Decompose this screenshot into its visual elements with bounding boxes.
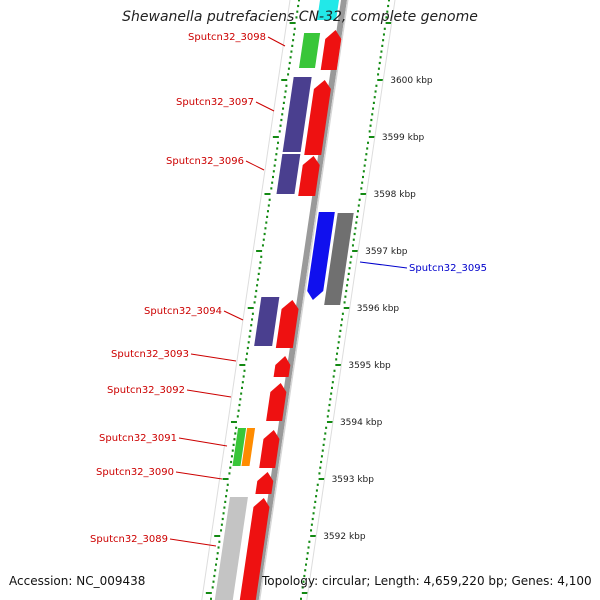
gene-block-3097-cog: [282, 77, 312, 152]
gene-label[interactable]: Sputcn32_3089: [90, 534, 168, 545]
gene-labels: Sputcn32_3098 Sputcn32_3097 Sputcn32_3096 S…: [90, 32, 487, 547]
outer-guide-line: [306, 0, 396, 600]
gene-block-3091-red: [259, 430, 280, 468]
gene-label[interactable]: Sputcn32_3098: [188, 32, 266, 43]
tick-label: 3597 kbp: [365, 247, 408, 257]
gene-label-leader: [267, 36, 286, 47]
tick-label: 3593 kbp: [332, 475, 375, 485]
genome-title: Shewanella putrefaciens CN-32, complete …: [122, 9, 478, 25]
gene-label[interactable]: Sputcn32_3091: [99, 433, 177, 444]
gene-label[interactable]: Sputcn32_3094: [144, 306, 222, 317]
gene-label[interactable]: Sputcn32_3092: [107, 385, 185, 396]
gene-block-3095-blue: [307, 212, 335, 300]
tick-label: 3598 kbp: [373, 190, 416, 200]
gene-block-3094-red: [275, 300, 299, 348]
tick-label: 3595 kbp: [348, 361, 391, 371]
gene-block-3096-cog: [276, 154, 301, 194]
gene-label[interactable]: Sputcn32_3095: [409, 263, 487, 274]
accession-text: Accession: NC_009438: [9, 574, 146, 588]
gene-block-3097-red: [304, 80, 331, 155]
gene-block-3094-cog: [254, 297, 280, 346]
gene-label[interactable]: Sputcn32_3097: [176, 97, 254, 108]
gene-label-leader: [359, 261, 408, 269]
gene-label-leader: [169, 538, 217, 547]
gene-label-leader: [178, 437, 228, 447]
tick-label: 3599 kbp: [382, 133, 425, 143]
gene-label[interactable]: Sputcn32_3096: [166, 156, 244, 167]
gene-label-leader: [255, 101, 275, 112]
gene-features: [214, 0, 354, 600]
gene-label-leader: [186, 389, 232, 398]
kbp-ruler: 3600 kbp 3599 kbp 3598 kbp 3597 kbp 3596 kbp…: [205, 0, 433, 600]
gene-label[interactable]: Sputcn32_3093: [111, 349, 189, 360]
backbone-highlight: [258, 0, 349, 600]
gene-block-3098-red: [320, 30, 342, 70]
genome-summary-text: Topology: circular; Length: 4,659,220 bp…: [262, 574, 592, 588]
tick-label: 3592 kbp: [323, 532, 366, 542]
gene-block-3095-gray: [324, 213, 354, 305]
gene-block-3089-cog: [214, 497, 248, 600]
tick-label: 3594 kbp: [340, 418, 383, 428]
tick-label: 3600 kbp: [390, 76, 433, 86]
gene-block-3092-red: [266, 383, 287, 421]
gene-block-3091-green: [232, 428, 247, 466]
gene-block-3090-red: [255, 472, 274, 494]
tick-label: 3596 kbp: [357, 304, 400, 314]
gene-label-leader: [245, 160, 265, 171]
inner-guide-line: [201, 0, 291, 600]
gene-label-leader: [190, 353, 237, 362]
gene-label-leader: [175, 471, 223, 480]
gene-label[interactable]: Sputcn32_3090: [96, 467, 174, 478]
gene-block-3091-orange: [241, 428, 256, 466]
gene-block-3089-red: [239, 498, 270, 600]
gene-block-3093-red: [273, 356, 291, 377]
gene-block-3096-red: [298, 156, 320, 196]
gene-block-3098-cog: [299, 33, 321, 68]
gene-block-top-cyan: [317, 0, 339, 20]
gene-label-leader: [223, 310, 244, 321]
